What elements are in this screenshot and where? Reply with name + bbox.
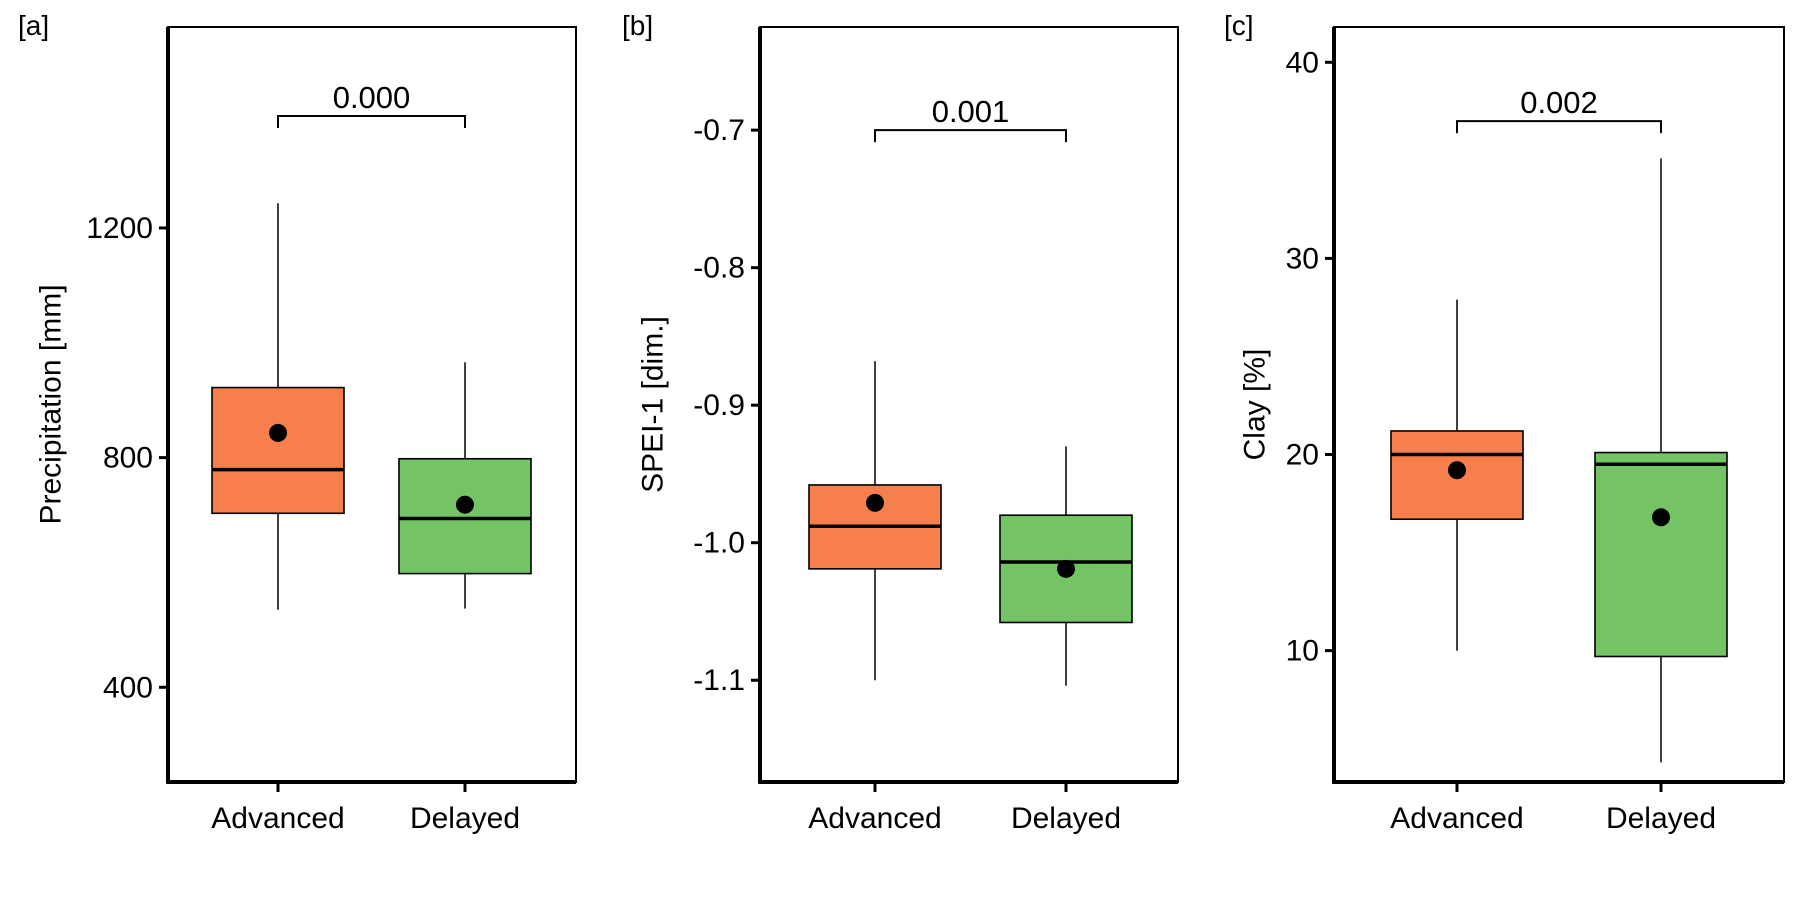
significance-bracket: [874, 129, 1067, 143]
y-tick-label: 30: [1286, 242, 1319, 275]
panel-label: [a]: [18, 10, 49, 41]
p-value-label: 0.001: [932, 94, 1010, 129]
x-tick-label-advanced: Advanced: [808, 802, 941, 835]
y-tick-label: -0.8: [693, 252, 745, 285]
mean-point-advanced: [1448, 461, 1466, 480]
panel-label: [c]: [1224, 10, 1254, 41]
x-tick-label-delayed: Delayed: [410, 802, 520, 835]
y-axis-label: Precipitation [mm]: [35, 284, 68, 524]
panel-b: -1.1 -1.0 -0.9 -0.8 -0.7 Advanced Delayed SPEI-…: [622, 10, 1179, 835]
x-tick-label-delayed: Delayed: [1606, 802, 1716, 835]
panel-c: 10 20 30 40 Advanced Delayed Clay [%] [c] 0.002: [1224, 10, 1785, 835]
y-tick-label: 40: [1286, 46, 1319, 79]
box-advanced: [211, 386, 345, 515]
y-tick-label: -0.7: [693, 114, 745, 147]
significance-bracket: [277, 114, 466, 128]
p-value-label: 0.002: [1520, 85, 1598, 120]
mean-point-advanced: [269, 423, 287, 442]
x-tick-label-advanced: Advanced: [1390, 802, 1523, 835]
significance-bracket: [1456, 120, 1662, 134]
p-value-label: 0.000: [333, 80, 411, 115]
box-delayed: [398, 457, 532, 575]
y-tick-label: -0.9: [693, 389, 745, 422]
mean-point-delayed: [1652, 508, 1670, 527]
box-delayed: [999, 514, 1133, 624]
y-tick-label: -1.0: [693, 527, 745, 560]
y-axis-label: Clay [%]: [1239, 349, 1272, 461]
y-tick-label: 400: [103, 671, 153, 704]
x-tick-label-delayed: Delayed: [1011, 802, 1121, 835]
y-tick-label: 20: [1286, 439, 1319, 472]
y-tick-label: 10: [1286, 635, 1319, 668]
plot-frame: [759, 26, 1179, 783]
box-delayed: [1594, 451, 1728, 658]
plot-frame: [1333, 26, 1785, 783]
y-tick-label: 800: [103, 442, 153, 475]
panel-a: 400 800 1200 Advanced Delayed Precipitation […: [18, 10, 577, 835]
y-axis-label: SPEI-1 [dim.]: [637, 316, 670, 493]
y-tick-label: -1.1: [693, 664, 745, 697]
x-tick-label-advanced: Advanced: [211, 802, 344, 835]
panel-label: [b]: [622, 10, 653, 41]
mean-point-delayed: [1057, 559, 1075, 578]
y-tick-label: 1200: [86, 212, 153, 245]
mean-point-delayed: [456, 495, 474, 514]
mean-point-advanced: [866, 493, 884, 512]
